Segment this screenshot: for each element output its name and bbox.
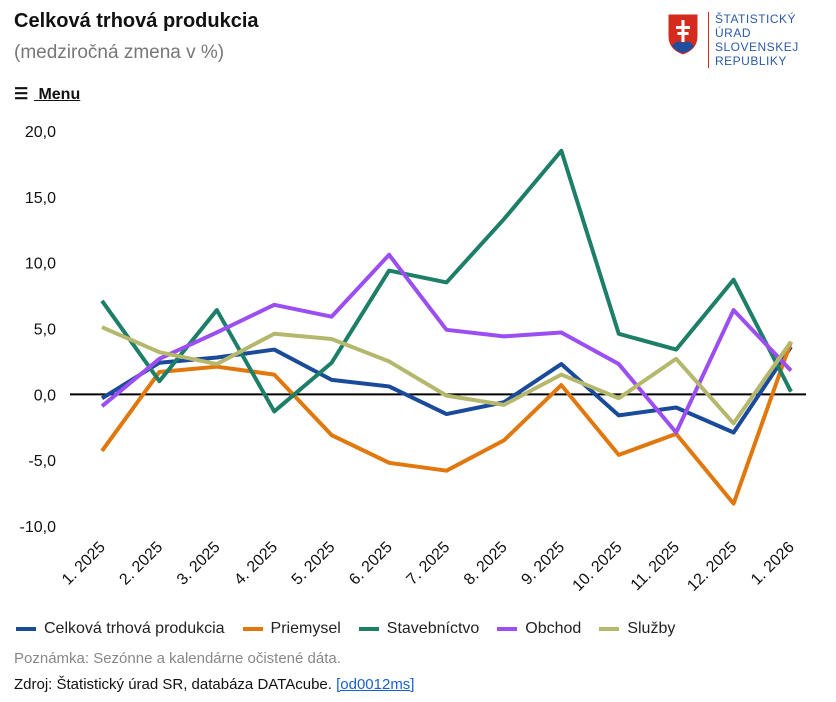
y-tick-label: 5,0 (34, 322, 56, 339)
x-tick-label: 1. 2025 (59, 539, 109, 589)
x-tick-label: 10. 2025 (570, 539, 626, 595)
x-tick-label: 1. 2026 (748, 539, 798, 589)
x-tick-label: 9. 2025 (518, 539, 568, 589)
legend-item[interactable]: Služby (599, 620, 675, 638)
legend-item[interactable]: Stavebníctvo (358, 620, 480, 638)
legend: Celková trhová produkcia Priemysel Stavebn… (16, 620, 675, 638)
x-tick-label: 2. 2025 (116, 539, 166, 589)
series-line (100, 148, 793, 414)
legend-label[interactable]: Stavebníctvo (386, 620, 480, 637)
legend-swatch (358, 627, 379, 631)
logo-line: SLOVENSKEJ (715, 40, 799, 54)
y-tick-label: 10,0 (25, 256, 56, 273)
legend-label[interactable]: Obchod (525, 620, 582, 637)
x-tick-label: 4. 2025 (231, 539, 281, 589)
x-tick-label: 8. 2025 (461, 539, 511, 589)
logo-line: REPUBLIKY (715, 54, 787, 68)
logo: ŠTATISTICKÝ ÚRAD SLOVENSKEJ REPUBLIKY (666, 12, 799, 68)
menu-label[interactable]: Menu (38, 86, 81, 103)
menu[interactable]: ☰ Menu (14, 86, 81, 103)
y-tick-label: -5,0 (28, 453, 56, 470)
y-tick-label: 20,0 (25, 124, 56, 141)
legend-label[interactable]: Celková trhová produkcia (44, 620, 225, 637)
x-tick-label: 6. 2025 (346, 539, 396, 589)
y-tick-label: -10,0 (20, 519, 57, 536)
legend-item[interactable]: Obchod (497, 620, 581, 638)
x-tick-label: 11. 2025 (628, 539, 683, 594)
subtitle: (medziročná zmena v %) (14, 42, 225, 63)
legend-label[interactable]: Služby (627, 620, 676, 637)
legend-label[interactable]: Priemysel (270, 620, 341, 637)
series-line (100, 340, 793, 506)
x-tick-label: 12. 2025 (684, 539, 740, 595)
title: Celková trhová produkcia (14, 10, 259, 32)
logo-line: ÚRAD (715, 26, 752, 40)
legend-swatch (497, 627, 518, 631)
y-tick-label: 15,0 (25, 190, 56, 207)
x-tick-label: 7. 2025 (404, 539, 454, 589)
legend-swatch (242, 627, 263, 631)
legend-item[interactable]: Celková trhová produkcia (16, 620, 225, 638)
series-line (100, 345, 793, 435)
source: Zdroj: Štatistický úrad SR, databáza DAT… (14, 676, 414, 693)
series-line (101, 325, 793, 426)
logo-line: ŠTATISTICKÝ (715, 12, 797, 26)
x-tick-label: 5. 2025 (289, 539, 339, 589)
logo-shield (667, 13, 699, 56)
legend-swatch (599, 627, 620, 631)
legend-swatch (16, 627, 36, 631)
x-tick-label: 3. 2025 (174, 539, 224, 589)
y-tick-label: 0,0 (34, 387, 56, 404)
logo-text: ŠTATISTICKÝ ÚRAD SLOVENSKEJ REPUBLIKY (708, 12, 799, 68)
source-text: Zdroj: Štatistický úrad SR, databáza DAT… (14, 676, 332, 693)
source-link[interactable]: [od0012ms] (336, 676, 415, 693)
series-line (100, 252, 793, 435)
note: Poznámka: Sezónne a kalendárne očistené … (14, 650, 341, 667)
chart: -10,0 -5,0 0,0 5,0 10,0 15,0 20,0 1. 2025 2. 202… (20, 124, 806, 595)
legend-item[interactable]: Priemysel (242, 620, 341, 638)
